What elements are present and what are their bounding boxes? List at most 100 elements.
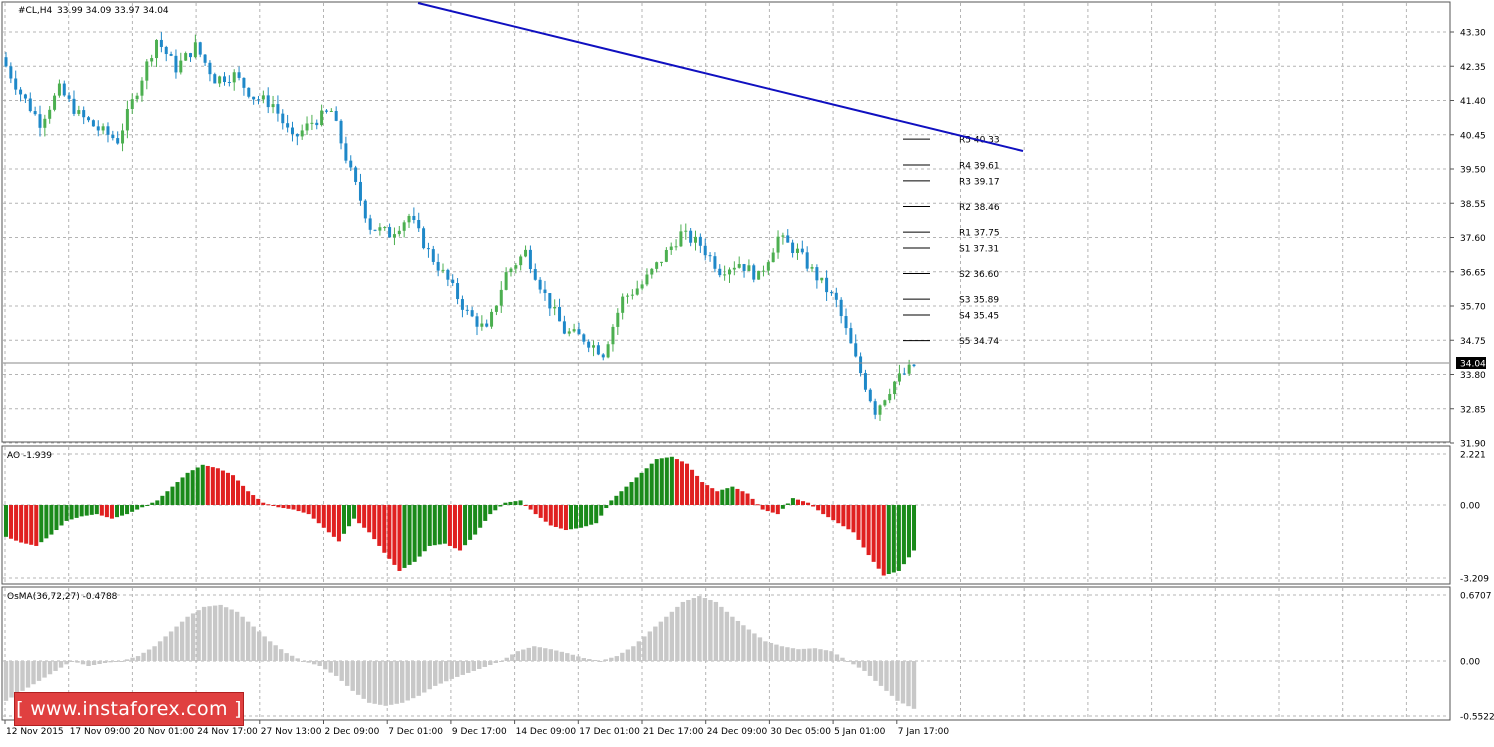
histogram-bar — [49, 505, 54, 535]
candle-body — [587, 341, 591, 348]
candle-body — [859, 356, 863, 374]
main-price-panel[interactable] — [1, 1, 1451, 443]
histogram-bar — [548, 649, 554, 661]
histogram-bar — [350, 661, 355, 691]
histogram-bar — [245, 621, 251, 661]
histogram-bar — [587, 659, 592, 661]
histogram-bar — [200, 464, 205, 505]
histogram-bar — [180, 477, 185, 505]
osma-axis-label: -0.5522 — [1460, 713, 1494, 723]
pivot-label: S3 35.89 — [959, 296, 999, 306]
candle-body — [582, 334, 586, 342]
histogram-bar — [311, 661, 317, 665]
histogram-bar — [64, 661, 69, 665]
time-label: 7 Jan 17:00 — [898, 727, 950, 737]
histogram-bar — [355, 661, 361, 695]
histogram-bar — [135, 656, 141, 661]
candle-body — [718, 268, 722, 276]
histogram-bar — [845, 661, 851, 662]
histogram-bar — [246, 491, 251, 505]
histogram-bar — [286, 505, 291, 509]
candle-body — [164, 46, 168, 55]
candle-body — [4, 57, 8, 67]
candle-body — [426, 248, 430, 250]
histogram-bar — [653, 626, 658, 661]
histogram-bar — [344, 661, 350, 686]
candle-body — [698, 236, 702, 246]
time-label: 24 Nov 17:00 — [197, 727, 258, 737]
histogram-bar — [251, 626, 256, 661]
candle-body — [213, 74, 217, 84]
histogram-bar — [80, 661, 86, 665]
histogram-bar — [220, 470, 225, 505]
candle-body — [538, 279, 542, 290]
histogram-bar — [537, 647, 542, 661]
histogram-bar — [499, 661, 504, 662]
histogram-bar — [639, 472, 644, 505]
candle-body — [771, 252, 775, 263]
candle-body — [436, 261, 440, 271]
candle-body — [781, 235, 785, 237]
histogram-bar — [589, 505, 594, 525]
histogram-bar — [563, 505, 568, 531]
histogram-bar — [895, 661, 900, 701]
histogram-bar — [135, 505, 140, 510]
trendline[interactable] — [417, 2, 1024, 152]
candle-body — [402, 222, 406, 231]
histogram-bar — [377, 505, 382, 546]
histogram-bar — [84, 505, 89, 516]
histogram-bar — [466, 661, 471, 673]
candle-body — [106, 126, 110, 135]
histogram-bar — [113, 661, 119, 662]
histogram-bar — [281, 505, 286, 509]
time-label: 30 Dec 05:00 — [770, 727, 831, 737]
candle-body — [494, 305, 498, 312]
histogram-bar — [861, 505, 866, 548]
histogram-bar — [97, 661, 102, 664]
candle-body — [524, 249, 528, 257]
histogram-bar — [442, 505, 447, 544]
candle-body — [761, 270, 765, 272]
histogram-bar — [427, 661, 432, 690]
histogram-bar — [558, 505, 563, 529]
histogram-bar — [526, 647, 531, 661]
histogram-bar — [185, 616, 190, 661]
candle-body — [752, 265, 756, 280]
histogram-bar — [574, 505, 579, 529]
histogram-bar — [53, 661, 58, 671]
histogram-bar — [720, 489, 725, 505]
candle-body — [737, 264, 741, 268]
candle-body — [38, 114, 42, 128]
histogram-bar — [884, 661, 889, 691]
candle-body — [470, 310, 474, 317]
histogram-bar — [570, 654, 576, 661]
histogram-bar — [205, 465, 210, 505]
candle-body — [441, 269, 445, 271]
histogram-bar — [59, 505, 64, 526]
histogram-bar — [306, 505, 311, 515]
histogram-bar — [658, 621, 664, 661]
candle-body — [155, 39, 159, 59]
histogram-bar — [906, 661, 911, 707]
pivot-label: S4 35.45 — [959, 312, 999, 322]
histogram-bar — [697, 596, 702, 661]
histogram-bar — [336, 505, 341, 542]
histogram-bar — [146, 649, 152, 661]
candle-body — [863, 373, 867, 390]
candle-body — [334, 110, 338, 121]
candle-body — [14, 78, 18, 90]
histogram-bar — [559, 651, 565, 661]
histogram-bar — [174, 626, 179, 661]
histogram-bar — [383, 661, 388, 706]
histogram-bar — [654, 459, 659, 505]
time-label: 9 Dec 17:00 — [452, 727, 507, 737]
histogram-bar — [806, 502, 811, 505]
candle-body — [786, 235, 790, 243]
candle-body — [912, 364, 916, 367]
candle-body — [218, 76, 222, 84]
ao-panel[interactable] — [1, 445, 1451, 585]
candle-body — [184, 53, 188, 61]
histogram-bar — [367, 505, 372, 533]
histogram-bar — [86, 661, 91, 666]
